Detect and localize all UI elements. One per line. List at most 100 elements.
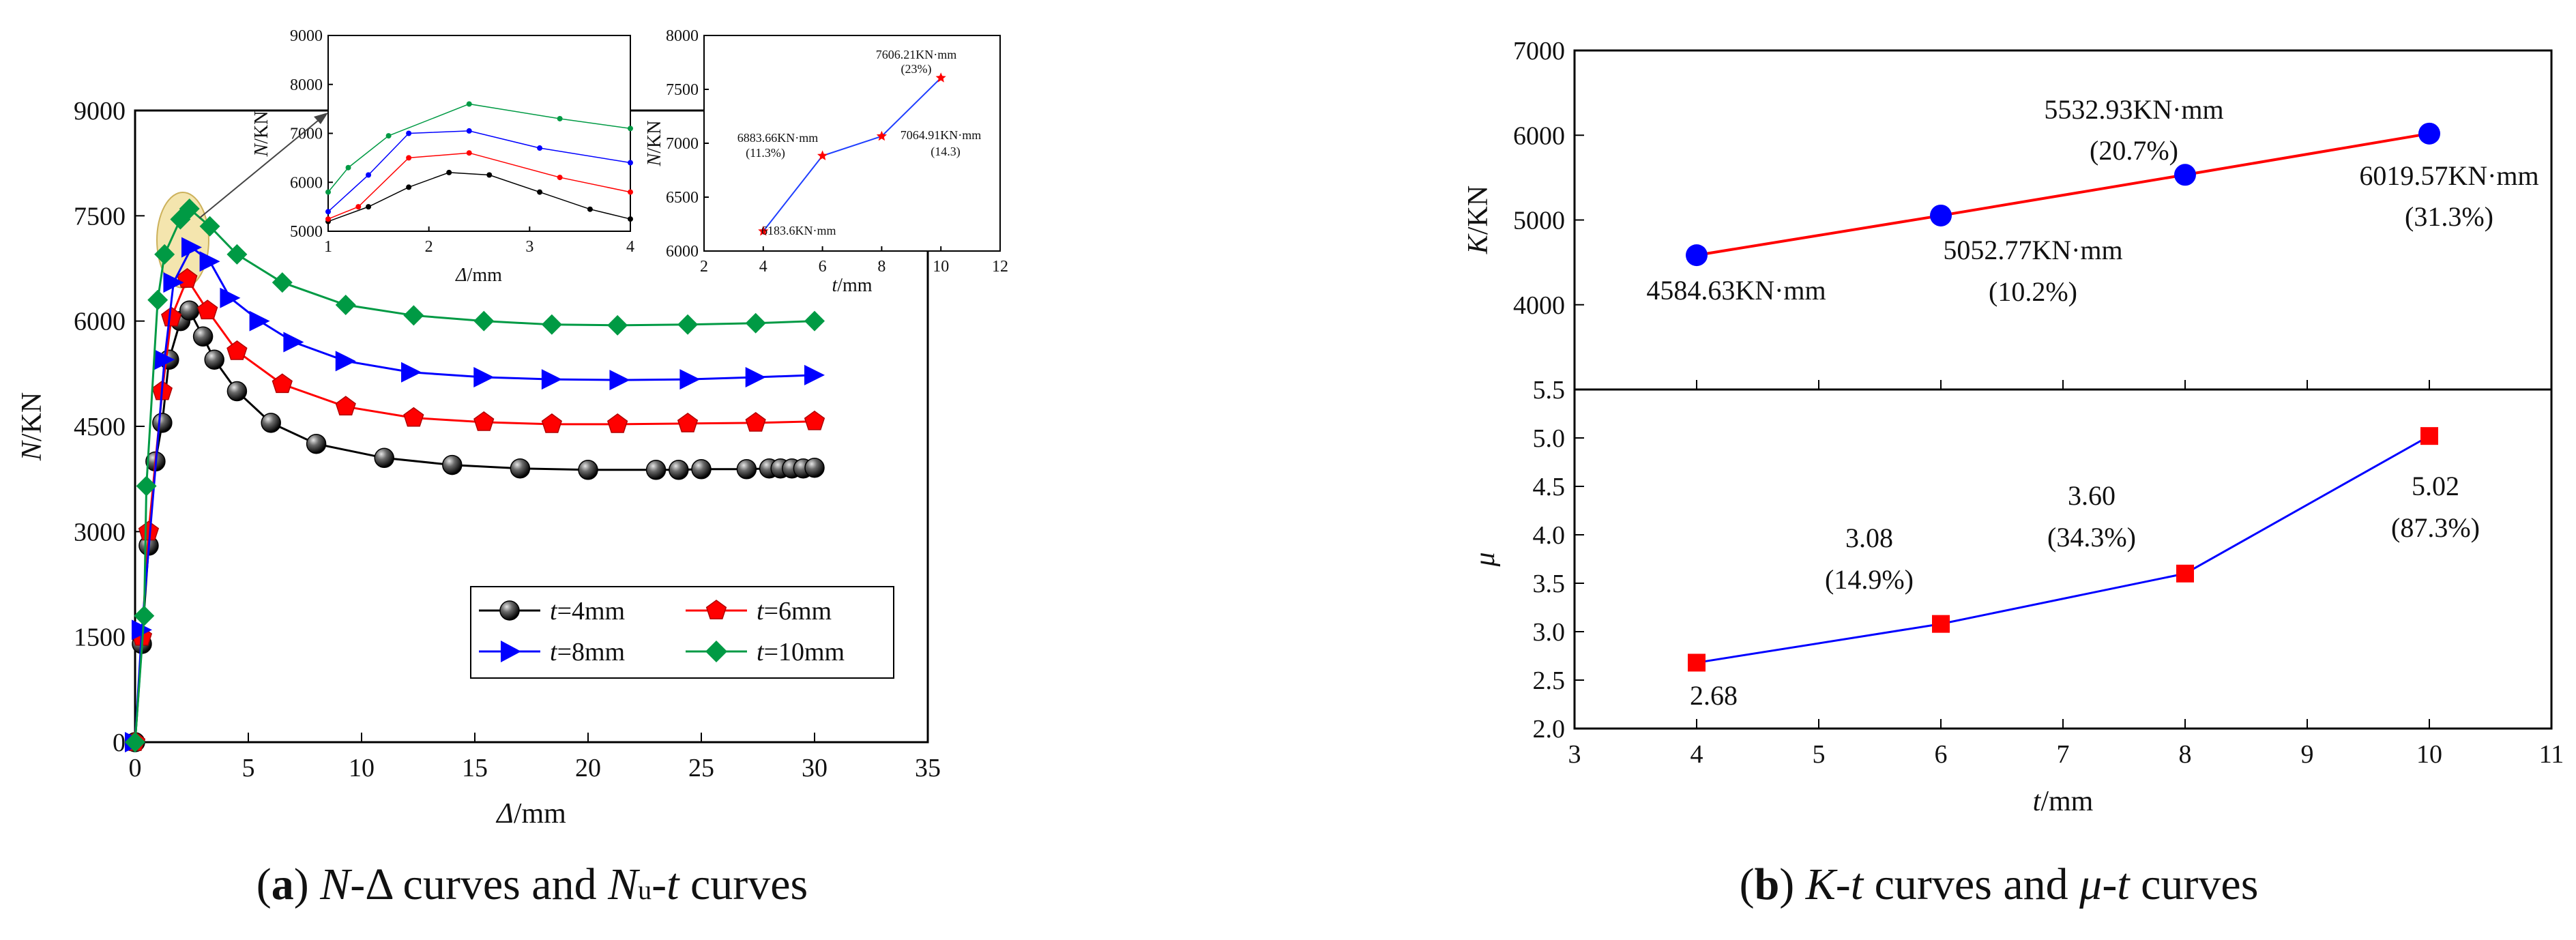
inset1-data-point-0 — [486, 172, 493, 178]
b-bottom-data-point — [1688, 653, 1706, 672]
caption-b: (b) K-t curves and μ-t curves — [1740, 860, 2259, 909]
main-series-line-3 — [134, 207, 815, 743]
inset1-data-point-0 — [406, 184, 412, 190]
b-top-data-point — [2418, 122, 2440, 145]
b-bottom-x-tick-label: 5 — [1813, 740, 1826, 769]
main-data-point-3 — [541, 314, 562, 335]
b-top-label-t4: 4584.63KN·mm — [1646, 275, 1826, 306]
inset2-label-t4: 6183.6KN·mm — [761, 224, 836, 237]
b-top-y-tick-label: 7000 — [1513, 37, 1565, 65]
legend-label-t8: t=8mm — [550, 638, 625, 666]
b-bottom-x-tick-label: 3 — [1568, 740, 1581, 769]
main-x-tick-label: 15 — [462, 754, 488, 782]
inset2-series-line — [763, 77, 941, 232]
main-data-point-0 — [645, 460, 667, 480]
main-x-tick-label: 20 — [575, 754, 601, 782]
inset2-x-tick-label: 2 — [700, 258, 708, 276]
inset1-series-line-1 — [327, 152, 631, 220]
b-bottom-label-t10: 5.02 — [2412, 471, 2459, 501]
main-data-point-1 — [473, 411, 495, 431]
legend-label-t10: t=10mm — [757, 638, 845, 666]
main-data-point-2 — [679, 369, 701, 390]
main-legend: t=4mm t=6mm t=8mm t=10mm — [470, 586, 894, 679]
main-data-point-0 — [374, 447, 394, 469]
inset1-y-axis-label: N/KN — [251, 111, 272, 158]
main-data-point-3 — [473, 310, 495, 332]
legend-marker-t4 — [499, 600, 520, 621]
panel-a-main-chart: 0 5 10 15 20 25 30 350150030004500600075009000 … — [16, 97, 941, 829]
inset1-data-point-3 — [557, 115, 563, 121]
inset1-data-point-3 — [628, 126, 633, 132]
b-bottom-x-tick-label: 6 — [1935, 740, 1948, 769]
main-data-point-2 — [541, 369, 562, 390]
inset2-x-tick-label: 12 — [992, 258, 1008, 276]
inset1-pointer-arrowhead — [314, 113, 328, 124]
main-data-point-0 — [152, 413, 173, 433]
main-data-point-0 — [578, 460, 598, 480]
main-data-point-2 — [131, 619, 152, 641]
inset2-y-tick-label: 6500 — [666, 189, 699, 207]
inset2-percent-t6: (11.3%) — [746, 146, 785, 160]
main-x-axis-label: Δ/mm — [495, 798, 566, 829]
inset1-series-line-0 — [327, 172, 631, 222]
inset2-percent-t8: (14.3) — [931, 145, 961, 159]
b-bottom-x-tick-label: 7 — [2057, 740, 2070, 769]
inset1-data-point-3 — [325, 189, 331, 195]
b-top-y-tick-label: 6000 — [1513, 121, 1565, 150]
main-data-point-2 — [401, 362, 422, 383]
inset1-x-tick-label: 1 — [324, 238, 332, 256]
b-bottom-y-tick-label: 3.0 — [1533, 618, 1566, 647]
legend-item-t8: t=8mm — [479, 638, 625, 666]
main-data-point-2 — [473, 366, 495, 387]
main-x-tick-label: 30 — [802, 754, 828, 782]
main-data-point-2 — [154, 349, 175, 370]
inset2-label-t6: 6883.66KN·mm — [737, 131, 819, 145]
main-data-point-3 — [335, 295, 356, 316]
inset1-data-point-0 — [446, 169, 452, 175]
b-top-label-t10: 6019.57KN·mm — [2359, 160, 2538, 191]
main-data-point-0 — [306, 433, 327, 454]
b-top-data-point — [1930, 204, 1952, 226]
b-bottom-y-tick-label: 3.5 — [1533, 570, 1566, 598]
main-x-tick-label: 35 — [915, 754, 941, 782]
b-top-series-line — [1696, 132, 2430, 257]
legend-item-t10: t=10mm — [686, 638, 845, 666]
main-data-point-3 — [804, 310, 825, 332]
main-data-point-1 — [804, 410, 825, 430]
b-bottom-x-tick-label: 11 — [2539, 740, 2564, 769]
inset2-y-tick-label: 6000 — [666, 243, 699, 261]
legend-item-t4: t=4mm — [479, 597, 625, 626]
main-data-point-2 — [163, 272, 184, 293]
inset1-x-tick-label: 4 — [626, 238, 634, 256]
b-bottom-data-point — [2176, 564, 2194, 583]
b-bottom-percent-t8: (34.3%) — [2047, 522, 2136, 553]
inset1-data-point-1 — [325, 216, 331, 222]
inset1-data-point-2 — [325, 209, 331, 215]
b-bottom-percent-t6: (14.9%) — [1825, 564, 1914, 595]
main-data-point-0 — [179, 300, 200, 321]
main-y-tick-label: 6000 — [74, 308, 126, 336]
inset1-pointer-line — [199, 117, 323, 219]
main-data-point-2 — [804, 364, 825, 385]
main-y-tick-label: 0 — [113, 729, 126, 757]
main-data-point-3 — [147, 289, 169, 310]
main-data-point-1 — [226, 340, 248, 360]
inset2-y-tick-label: 7000 — [666, 135, 699, 153]
inset1-series-line-3 — [327, 103, 631, 193]
inset2-data-point — [758, 226, 769, 236]
main-x-tick-label: 5 — [242, 754, 255, 782]
b-bottom-y-tick-label: 5.0 — [1533, 424, 1566, 453]
main-data-point-1 — [403, 407, 424, 427]
main-x-tick-label: 10 — [349, 754, 375, 782]
inset1-data-point-2 — [406, 130, 412, 136]
main-data-point-2 — [335, 351, 356, 372]
inset1-data-point-2 — [366, 172, 372, 178]
inset2-data-point — [876, 130, 887, 141]
b-bottom-data-point — [2420, 427, 2438, 445]
panel-b-bottom-chart: 3 4 5 6 7 8 9 10 11 2.0 2.5 3.0 3.5 4.0 4.5 5.0 5.5 μ t/… — [1469, 376, 2564, 817]
inset2-x-tick-label: 6 — [819, 258, 827, 276]
b-bottom-label-t6: 3.08 — [1845, 523, 1893, 553]
inset1-x-tick-label: 3 — [525, 238, 533, 256]
